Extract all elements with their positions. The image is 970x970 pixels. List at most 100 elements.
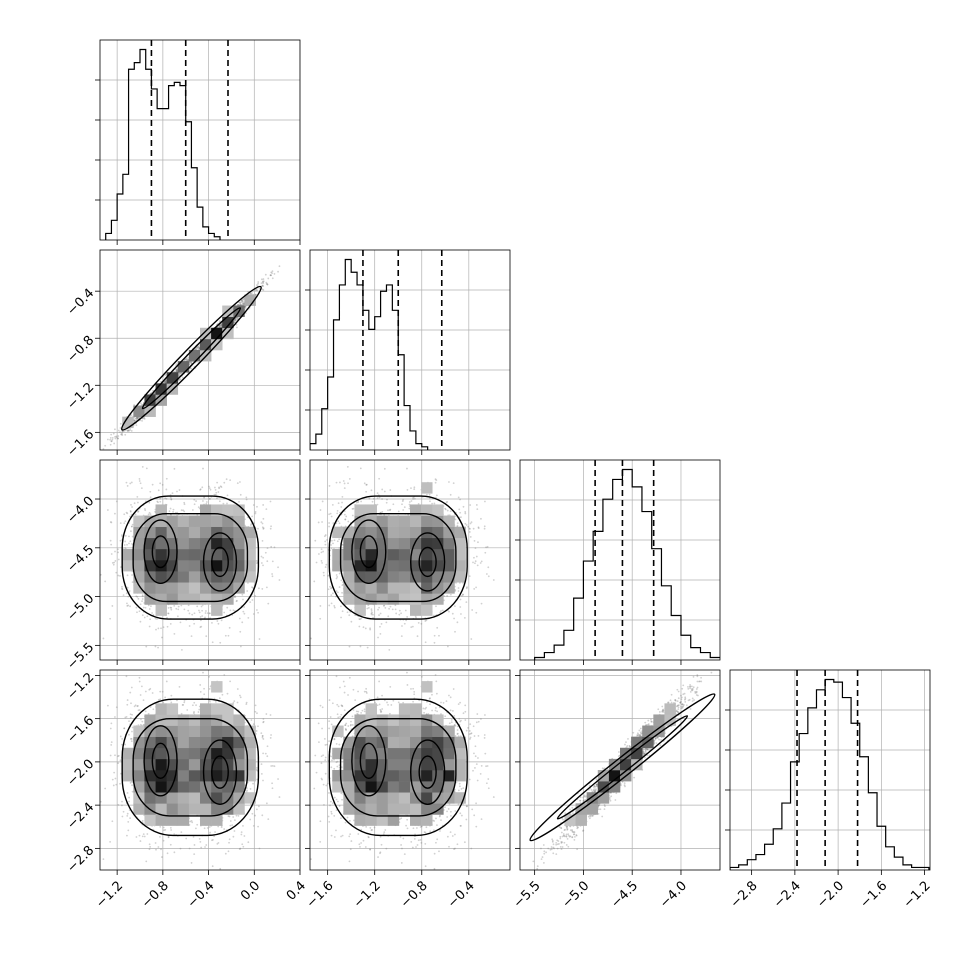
scatter-point	[141, 614, 144, 617]
scatter-point	[260, 282, 263, 285]
scatter-point	[177, 373, 180, 376]
scatter-point	[154, 617, 157, 620]
scatter-point	[157, 627, 160, 630]
scatter-point	[176, 615, 179, 618]
histogram-1	[310, 258, 429, 450]
scatter-point	[237, 303, 239, 306]
scatter-point	[205, 501, 208, 503]
scatter-point	[254, 511, 257, 513]
scatter-point	[226, 494, 229, 497]
scatter-point	[219, 326, 222, 329]
scatter-point	[175, 370, 178, 373]
scatter-point	[130, 481, 133, 484]
scatter-point	[240, 304, 243, 306]
scatter-point	[180, 509, 183, 512]
scatter-point	[143, 417, 146, 419]
scatter-point	[137, 597, 140, 600]
scatter-point	[238, 617, 241, 620]
scatter-point	[251, 515, 254, 518]
scatter-point	[149, 392, 152, 395]
scatter-point	[241, 301, 244, 304]
scatter-point	[241, 300, 244, 303]
scatter-point	[249, 292, 252, 295]
scatter-point	[133, 420, 136, 422]
scatter-point	[256, 505, 258, 508]
scatter-point	[199, 488, 202, 491]
scatter-point	[200, 605, 203, 608]
scatter-point	[117, 548, 119, 551]
scatter-point	[236, 482, 239, 485]
scatter-point	[139, 603, 142, 606]
scatter-point	[262, 280, 265, 283]
scatter-point	[129, 482, 132, 485]
scatter-point	[219, 641, 222, 644]
scatter-point	[198, 611, 201, 614]
density-cell	[188, 350, 201, 362]
scatter-point	[131, 581, 134, 584]
scatter-point	[234, 317, 237, 320]
scatter-point	[269, 274, 272, 277]
scatter-point	[193, 498, 196, 501]
scatter-point	[179, 372, 182, 375]
scatter-point	[110, 521, 113, 524]
scatter-point	[138, 478, 141, 480]
scatter-point	[187, 359, 190, 362]
scatter-point	[190, 361, 193, 364]
scatter-point	[170, 606, 173, 609]
scatter-point	[241, 302, 244, 305]
scatter-point	[261, 588, 264, 590]
scatter-point	[187, 609, 190, 612]
scatter-point	[220, 486, 223, 488]
scatter-point	[111, 562, 114, 564]
scatter-point	[173, 370, 176, 373]
density-cell	[166, 372, 179, 384]
scatter-point	[149, 490, 152, 493]
scatter-point	[125, 511, 128, 514]
scatter-point	[163, 381, 166, 384]
scatter-point	[170, 608, 173, 611]
density-cell	[222, 316, 234, 329]
scatter-point	[166, 625, 169, 628]
scatter-point	[164, 380, 167, 383]
panel-frame	[99, 39, 301, 241]
density-cell	[155, 383, 167, 395]
scatter-point	[144, 509, 147, 512]
scatter-point	[262, 528, 265, 530]
scatter-point	[129, 510, 132, 513]
scatter-point	[262, 504, 265, 506]
scatter-point	[262, 289, 265, 291]
scatter-point	[175, 370, 178, 372]
scatter-point	[135, 606, 138, 609]
scatter-point	[190, 367, 193, 370]
scatter-point	[241, 621, 244, 624]
scatter-point	[188, 625, 191, 627]
scatter-point	[264, 551, 267, 554]
scatter-point	[170, 514, 172, 516]
scatter-point	[164, 374, 166, 377]
scatter-point	[119, 575, 121, 577]
scatter-point	[126, 574, 129, 577]
scatter-point	[141, 598, 144, 600]
scatter-point	[255, 289, 258, 292]
scatter-point	[239, 493, 242, 496]
scatter-point	[133, 416, 136, 419]
scatter-point	[261, 526, 264, 529]
scatter-point	[164, 381, 167, 384]
scatter-point	[267, 277, 270, 280]
scatter-point	[182, 509, 185, 512]
scatter-point	[277, 566, 279, 569]
scatter-point	[262, 564, 264, 567]
panel-1-0	[95, 249, 301, 455]
scatter-point	[184, 358, 187, 361]
scatter-point	[260, 521, 263, 524]
scatter-point	[165, 379, 167, 382]
panel-content	[310, 250, 510, 450]
scatter-point	[203, 496, 205, 499]
scatter-point	[216, 620, 219, 622]
scatter-point	[222, 502, 225, 505]
scatter-point	[195, 500, 197, 502]
scatter-point	[121, 587, 123, 590]
scatter-point	[136, 417, 139, 419]
scatter-point	[270, 271, 273, 274]
scatter-point	[215, 491, 218, 494]
